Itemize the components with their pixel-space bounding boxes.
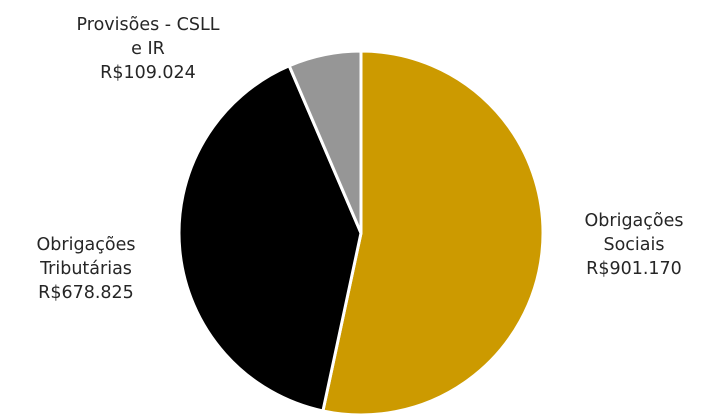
pie-slice-0 [321, 49, 545, 417]
pie-slices [177, 49, 545, 417]
slice-value: R$901.170 [586, 259, 682, 279]
slice-label-provisoes-csll-ir: Provisões - CSLL e IR R$109.024 [60, 13, 236, 85]
slice-label-line: e IR [131, 39, 165, 59]
pie-slice-2 [287, 49, 363, 235]
slice-label-obrigacoes-tributarias: Obrigações Tributárias R$678.825 [18, 233, 154, 305]
slice-label-line: Tributárias [40, 259, 132, 279]
slice-label-obrigacoes-sociais: Obrigações Sociais R$901.170 [566, 209, 702, 281]
slice-label-line: Sociais [603, 235, 665, 255]
slice-value: R$678.825 [38, 283, 134, 303]
slice-label-line: Obrigações [584, 211, 684, 231]
pie-slice-1 [177, 64, 363, 413]
slice-label-line: Obrigações [36, 235, 136, 255]
slice-label-line: Provisões - CSLL [76, 15, 220, 35]
slice-value: R$109.024 [100, 63, 196, 83]
